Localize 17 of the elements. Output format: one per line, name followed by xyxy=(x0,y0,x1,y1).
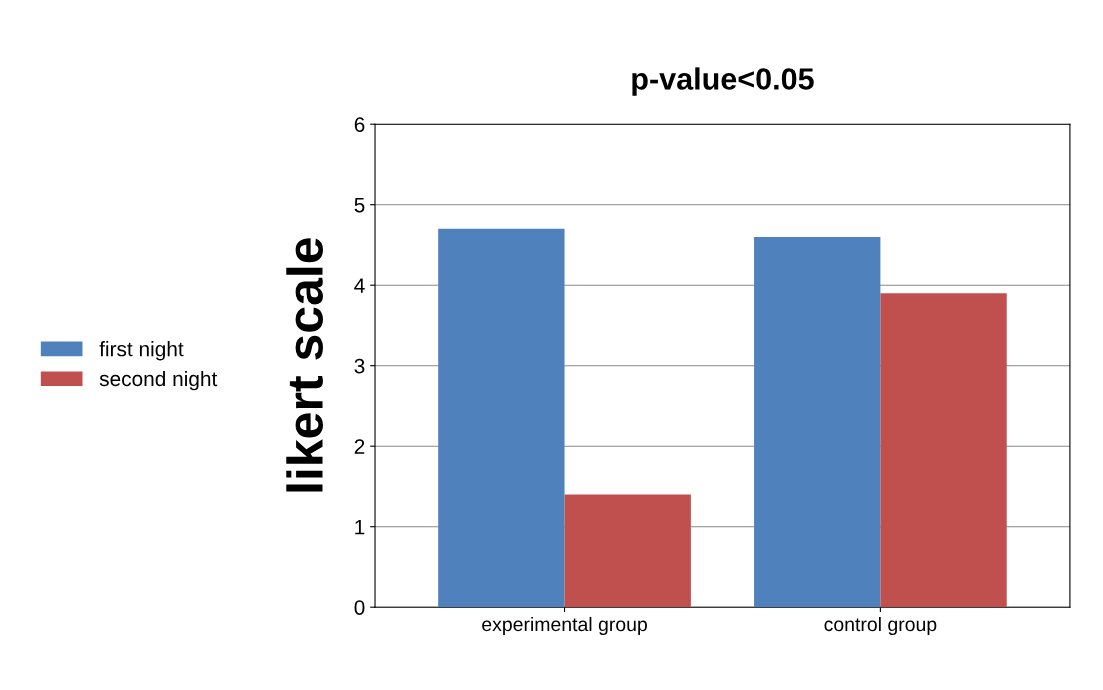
y-tick-label: 5 xyxy=(354,197,365,213)
y-tick-label: 2 xyxy=(354,439,365,454)
legend-label: first night xyxy=(99,341,184,361)
y-tick-label: 6 xyxy=(354,117,365,132)
y-tick-label: 1 xyxy=(355,519,365,535)
y-axis-title: likert scale xyxy=(286,238,323,492)
y-tick-label: 3 xyxy=(354,358,365,374)
bar xyxy=(438,228,565,608)
bar xyxy=(880,293,1007,608)
legend-label: second night xyxy=(99,370,218,391)
x-tick-label: control group xyxy=(824,616,937,636)
y-tick-label: 4 xyxy=(354,278,365,293)
bar xyxy=(564,494,691,608)
x-tick-label: experimental group xyxy=(482,616,647,636)
y-tick-label: 0 xyxy=(354,600,365,615)
bar xyxy=(754,236,881,608)
chart-title: p-value<0.05 xyxy=(632,67,814,96)
